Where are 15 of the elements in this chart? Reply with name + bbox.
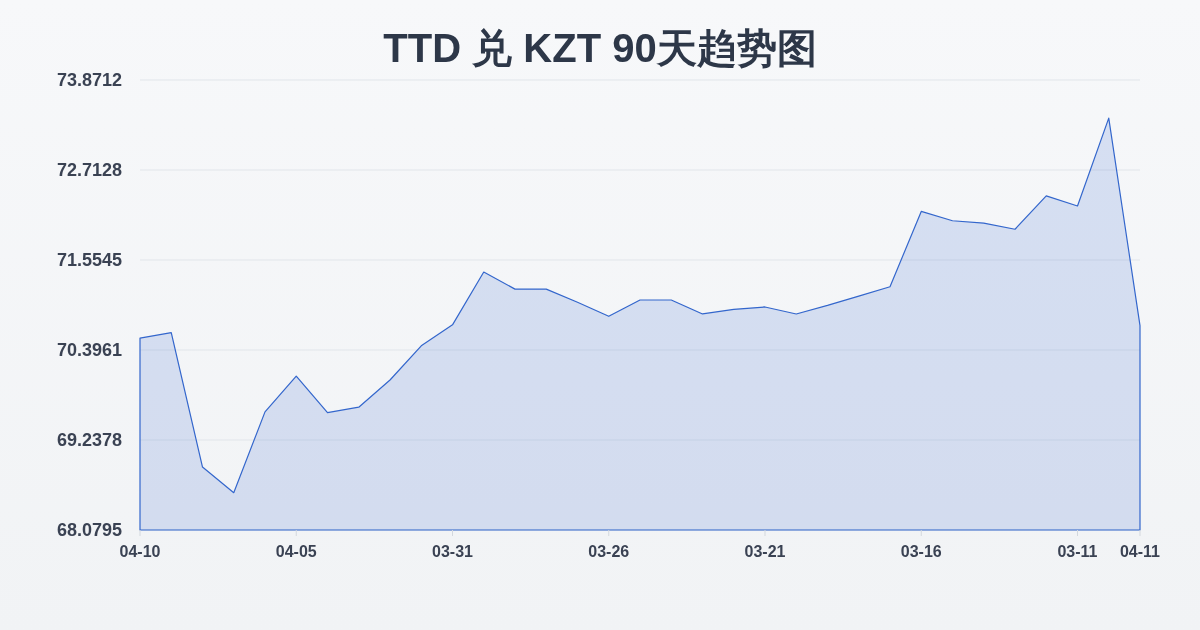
x-tick-label: 04-05 [275, 543, 317, 560]
x-tick-label: 04-10 [119, 543, 161, 560]
x-tick-label: 03-11 [1057, 543, 1098, 560]
x-tick-label: 04-11 [1119, 543, 1161, 560]
x-tick-label: 03-26 [588, 543, 630, 560]
y-tick-label: 70.3961 [56, 340, 122, 361]
x-tick-label: 03-31 [432, 543, 474, 560]
y-tick-label: 68.0795 [56, 520, 122, 540]
y-tick-label: 72.7128 [56, 160, 122, 180]
y-tick-label: 69.2378 [56, 430, 122, 450]
y-tick-label: 71.5545 [56, 250, 122, 270]
chart-title: TTD 兑 KZT 90天趋势图 [383, 26, 817, 70]
x-tick-label: 03-16 [900, 543, 942, 560]
y-tick-label: 73.8712 [56, 70, 122, 90]
x-tick-label: 03-21 [744, 543, 786, 560]
